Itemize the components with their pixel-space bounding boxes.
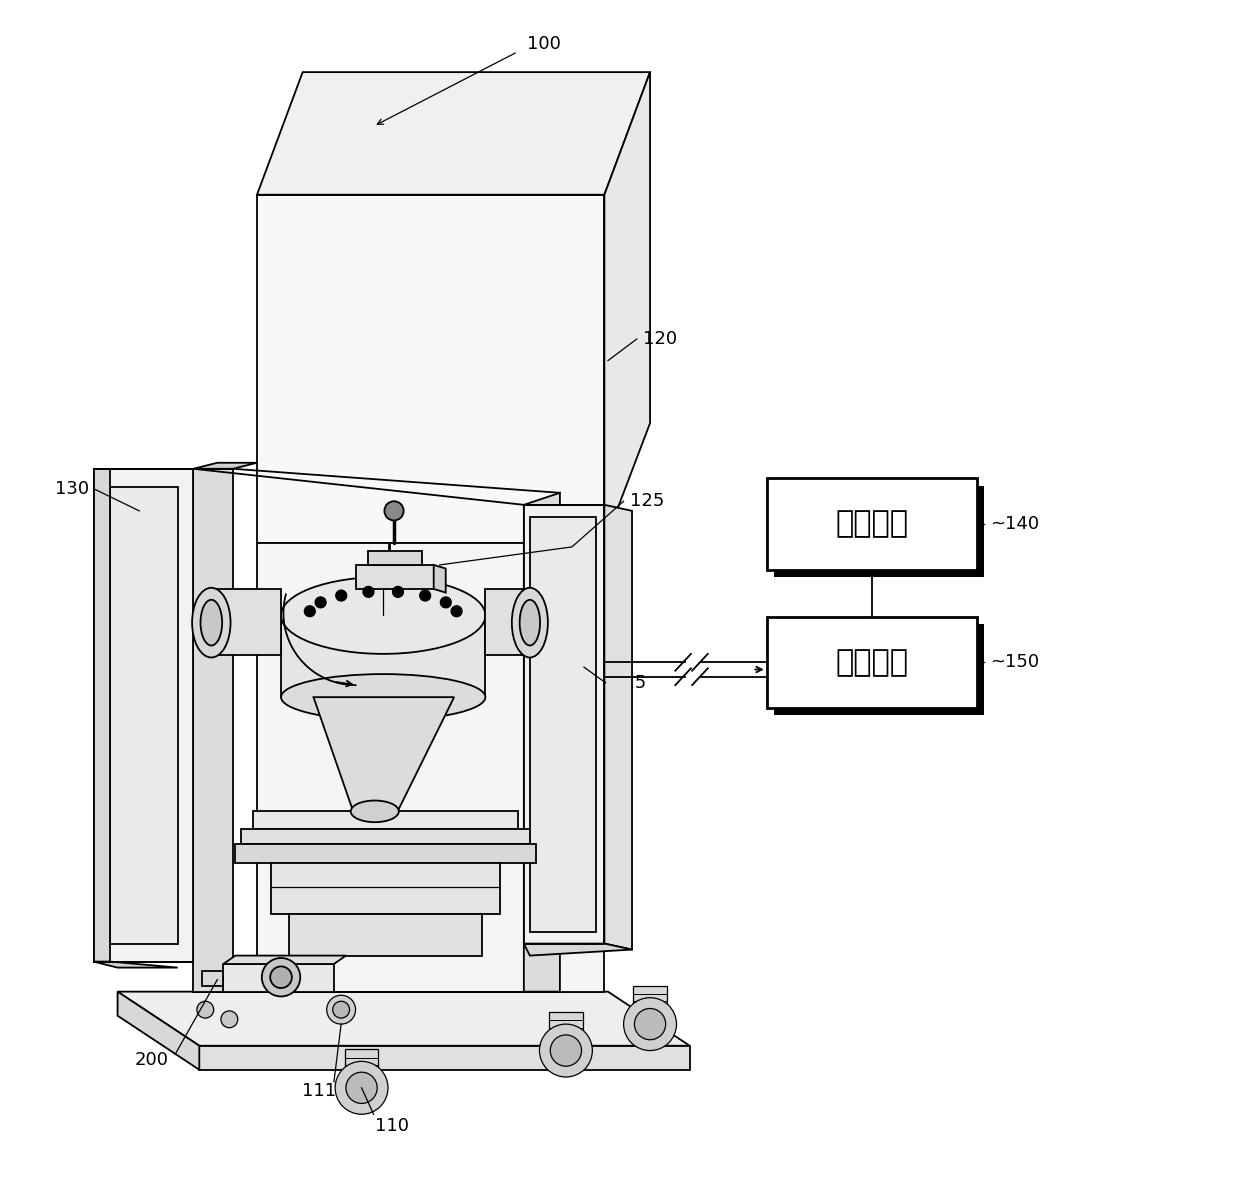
Polygon shape [289, 914, 482, 956]
Circle shape [624, 998, 677, 1051]
Polygon shape [272, 863, 500, 914]
Polygon shape [223, 964, 334, 992]
Text: 125: 125 [630, 493, 663, 510]
Ellipse shape [281, 674, 485, 720]
Polygon shape [193, 469, 233, 992]
Polygon shape [257, 72, 650, 195]
Text: 120: 120 [642, 331, 677, 347]
Circle shape [197, 1001, 213, 1018]
Text: 110: 110 [374, 1118, 409, 1135]
Polygon shape [634, 986, 667, 1019]
Circle shape [304, 606, 315, 617]
Circle shape [270, 966, 291, 988]
Text: ~140: ~140 [991, 516, 1039, 532]
Ellipse shape [192, 588, 231, 657]
Ellipse shape [201, 600, 222, 645]
Ellipse shape [351, 801, 399, 822]
Polygon shape [193, 463, 257, 469]
Polygon shape [236, 844, 536, 863]
Text: 100: 100 [527, 36, 562, 53]
Bar [774, 624, 985, 715]
Bar [766, 617, 977, 708]
Circle shape [363, 587, 373, 597]
Text: 控制单元: 控制单元 [836, 510, 909, 538]
Text: 200: 200 [134, 1052, 169, 1069]
Circle shape [451, 606, 463, 617]
Polygon shape [200, 1046, 689, 1070]
Polygon shape [604, 72, 650, 543]
Polygon shape [434, 565, 445, 593]
Text: 显示单元: 显示单元 [836, 648, 909, 677]
Ellipse shape [512, 588, 548, 657]
Polygon shape [345, 1049, 378, 1083]
Circle shape [335, 1061, 388, 1114]
Polygon shape [242, 829, 529, 844]
Polygon shape [118, 992, 689, 1046]
Polygon shape [93, 469, 193, 962]
Ellipse shape [281, 577, 485, 654]
Polygon shape [523, 944, 632, 956]
Circle shape [221, 1011, 238, 1028]
Polygon shape [523, 505, 604, 944]
Circle shape [326, 995, 356, 1024]
Polygon shape [202, 971, 223, 986]
Polygon shape [93, 962, 177, 968]
Polygon shape [257, 195, 604, 543]
Text: 111: 111 [303, 1083, 336, 1100]
Circle shape [315, 597, 326, 608]
Circle shape [262, 958, 300, 996]
Polygon shape [356, 565, 434, 589]
Polygon shape [110, 487, 177, 944]
Circle shape [384, 501, 404, 520]
Bar [774, 486, 985, 577]
Polygon shape [223, 956, 346, 964]
Polygon shape [281, 615, 485, 697]
Polygon shape [367, 551, 422, 565]
Circle shape [393, 587, 403, 597]
Circle shape [539, 1024, 593, 1077]
Text: 130: 130 [55, 481, 89, 498]
Circle shape [336, 590, 347, 601]
Circle shape [420, 590, 430, 601]
Circle shape [551, 1035, 582, 1066]
Polygon shape [604, 505, 632, 950]
Bar [766, 478, 977, 570]
Text: ~150: ~150 [991, 654, 1039, 671]
Polygon shape [549, 1012, 583, 1046]
Polygon shape [485, 589, 529, 655]
Polygon shape [118, 992, 200, 1070]
Polygon shape [314, 697, 454, 811]
Circle shape [346, 1072, 377, 1103]
Polygon shape [211, 589, 281, 655]
Circle shape [332, 1001, 350, 1018]
Polygon shape [93, 469, 110, 962]
Circle shape [635, 1008, 666, 1040]
Circle shape [440, 597, 451, 608]
Polygon shape [523, 493, 560, 992]
Polygon shape [529, 517, 596, 932]
Polygon shape [253, 811, 518, 829]
Text: 115: 115 [611, 674, 646, 691]
Ellipse shape [520, 600, 541, 645]
Polygon shape [257, 543, 604, 992]
